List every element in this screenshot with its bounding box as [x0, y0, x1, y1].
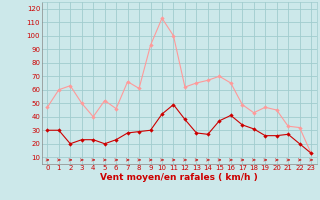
X-axis label: Vent moyen/en rafales ( km/h ): Vent moyen/en rafales ( km/h )	[100, 173, 258, 182]
